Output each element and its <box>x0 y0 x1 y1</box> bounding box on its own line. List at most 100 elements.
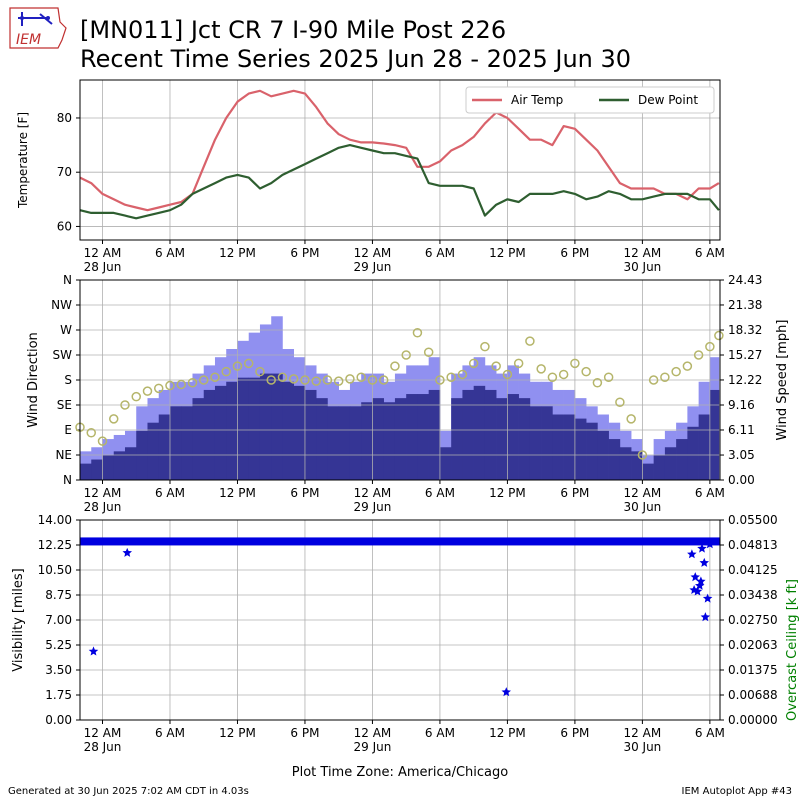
speed-bar <box>631 451 643 480</box>
direction-point <box>705 341 715 352</box>
visibility-tick-label: 5.25 <box>45 638 72 652</box>
ceiling-tick-label: 0.02063 <box>728 638 778 652</box>
x-tick-label: 6 AM <box>695 726 725 740</box>
x-tick-label: 6 AM <box>155 246 185 260</box>
visibility-point <box>705 539 715 549</box>
speed-bar <box>383 402 396 480</box>
speed-bar <box>597 430 609 480</box>
direction-tick-label: NE <box>55 448 72 462</box>
x-tick-label: 12 AM <box>84 486 122 500</box>
ceiling-tick-label: 0.05500 <box>728 513 778 527</box>
speed-bar <box>507 394 519 480</box>
direction-point <box>513 358 524 369</box>
y-tick-label: 70 <box>57 165 72 179</box>
direction-point <box>603 372 614 382</box>
speed-bar <box>451 398 463 480</box>
direction-point <box>671 366 681 377</box>
x-tick-sublabel: 28 Jun <box>84 500 122 514</box>
direction-point <box>390 361 400 371</box>
speed-bar <box>406 394 418 480</box>
x-tick-sublabel: 29 Jun <box>354 260 392 274</box>
speed-bar <box>91 459 103 480</box>
x-tick-label: 6 PM <box>290 486 319 500</box>
speed-tick-label: 21.38 <box>728 298 762 312</box>
ceiling-tick-label: 0.00000 <box>728 713 778 727</box>
direction-point <box>131 391 141 402</box>
ceiling-tick-label: 0.03438 <box>728 588 778 602</box>
direction-point <box>480 341 490 352</box>
x-tick-sublabel: 30 Jun <box>623 500 661 514</box>
x-tick-sublabel: 29 Jun <box>354 740 392 754</box>
y-axis-label-right: Wind Speed [mph] <box>775 320 790 441</box>
visibility-point <box>696 576 706 586</box>
x-tick-label: 6 AM <box>155 726 185 740</box>
visibility-point <box>689 585 699 594</box>
y-axis-label: Temperature [F] <box>16 112 30 209</box>
speed-bar <box>259 373 272 480</box>
visibility-point <box>702 593 713 603</box>
x-tick-label: 6 PM <box>290 726 319 740</box>
speed-tick-label: 0.00 <box>728 473 755 487</box>
speed-bar <box>158 414 171 480</box>
speed-bar <box>203 389 216 480</box>
speed-bar <box>552 414 564 480</box>
direction-point <box>547 372 558 382</box>
x-tick-label: 12 AM <box>84 726 122 740</box>
direction-tick-label: N <box>63 273 72 287</box>
direction-point <box>536 364 546 374</box>
speed-bar <box>619 447 632 480</box>
x-tick-sublabel: 28 Jun <box>84 740 122 754</box>
direction-tick-label: NW <box>51 298 72 312</box>
direction-point <box>468 358 479 369</box>
legend: Air Temp Dew Point <box>465 86 715 114</box>
direction-point <box>288 374 299 384</box>
temperature-frame <box>79 79 721 241</box>
x-tick-label: 6 AM <box>155 486 185 500</box>
x-tick-sublabel: 30 Jun <box>623 260 661 274</box>
x-tick-label: 6 PM <box>560 726 589 740</box>
x-tick-label: 12 AM <box>354 246 392 260</box>
direction-point <box>187 378 198 388</box>
x-tick-label: 12 PM <box>489 486 526 500</box>
x-tick-label: 12 AM <box>354 726 392 740</box>
speed-bar <box>349 406 362 480</box>
direction-point <box>243 358 254 369</box>
x-tick-label: 6 PM <box>290 246 319 260</box>
x-tick-sublabel: 29 Jun <box>354 500 392 514</box>
visibility-point <box>700 612 711 622</box>
visibility-point <box>88 646 99 656</box>
ceiling-tick-label: 0.00688 <box>728 688 778 702</box>
x-tick-label: 6 AM <box>695 486 725 500</box>
speed-tick-label: 15.27 <box>728 348 762 362</box>
x-tick-sublabel: 28 Jun <box>84 260 122 274</box>
speed-bar <box>327 406 339 480</box>
speed-bar <box>147 422 160 480</box>
visibility-tick-label: 14.00 <box>38 513 72 527</box>
ceiling-tick-label: 0.02750 <box>728 613 778 627</box>
visibility-outliers <box>88 539 715 697</box>
speed-bar <box>316 398 328 480</box>
speed-bar <box>439 447 452 480</box>
x-tick-sublabel: 30 Jun <box>623 740 661 754</box>
direction-point <box>356 372 366 382</box>
speed-bar <box>462 389 474 480</box>
speed-bars <box>80 373 720 480</box>
legend-box <box>465 86 715 114</box>
y-axis-label: Wind Direction <box>26 332 41 428</box>
y-tick-label: 80 <box>57 111 72 125</box>
speed-bar <box>237 377 250 480</box>
speed-tick-label: 9.16 <box>728 398 755 412</box>
x-tick-label: 12 PM <box>489 246 526 260</box>
direction-point <box>266 375 276 385</box>
iem-logo: IEM <box>9 7 67 49</box>
direction-point <box>165 380 175 391</box>
visibility-point <box>697 543 707 553</box>
direction-point <box>660 372 670 382</box>
speed-bar <box>248 377 261 480</box>
x-tick-label: 6 PM <box>560 486 589 500</box>
direction-point <box>153 383 164 394</box>
chart-subtitle: Recent Time Series 2025 Jun 28 - 2025 Ju… <box>80 45 631 73</box>
x-tick-label: 12 AM <box>624 726 662 740</box>
